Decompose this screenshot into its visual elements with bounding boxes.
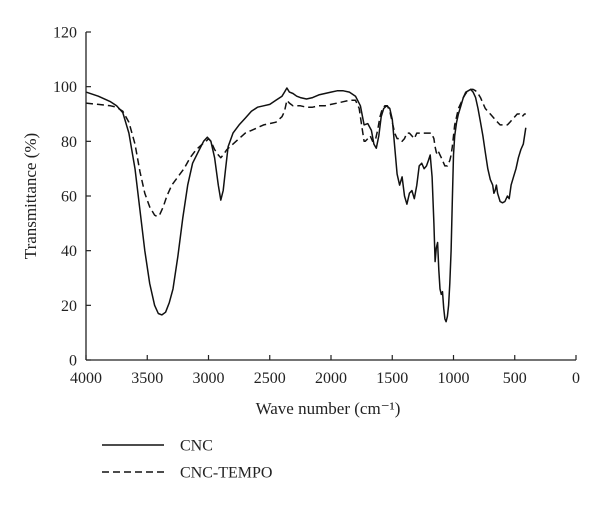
y-tick-label: 40: [61, 243, 77, 260]
legend-label-cnc-tempo: CNC-TEMPO: [180, 465, 272, 482]
x-tick-label: 3000: [193, 370, 225, 387]
x-tick-label: 3500: [131, 370, 163, 387]
x-tick-label: 4000: [70, 370, 102, 387]
y-tick-label: 60: [61, 189, 77, 206]
x-tick-label: 2000: [315, 370, 347, 387]
y-tick-label: 20: [61, 298, 77, 315]
y-tick-label: 80: [61, 134, 77, 151]
plot-area: [85, 87, 527, 323]
y-tick-label: 120: [53, 25, 77, 42]
x-tick-label: 0: [572, 370, 580, 387]
x-tick-label: 1000: [438, 370, 470, 387]
legend: CNC CNC-TEMPO: [102, 438, 272, 482]
x-axis-title: Wave number (cm⁻¹): [256, 399, 401, 418]
series-line-cnc-tempo: [85, 88, 526, 218]
y-axis-title: Transmittance (%): [21, 133, 40, 259]
x-axis-ticks: 4000 3500 3000 2500 2000 1500 1000 500 0: [70, 355, 580, 387]
series-line-cnc: [85, 87, 527, 323]
y-tick-label: 100: [53, 79, 77, 96]
x-tick-label: 2500: [254, 370, 286, 387]
x-tick-label: 1500: [376, 370, 408, 387]
y-tick-label: 0: [69, 353, 77, 370]
x-tick-label: 500: [503, 370, 527, 387]
y-axis-ticks: 0 20 40 60 80 100 120: [53, 25, 91, 370]
legend-label-cnc: CNC: [180, 438, 213, 455]
